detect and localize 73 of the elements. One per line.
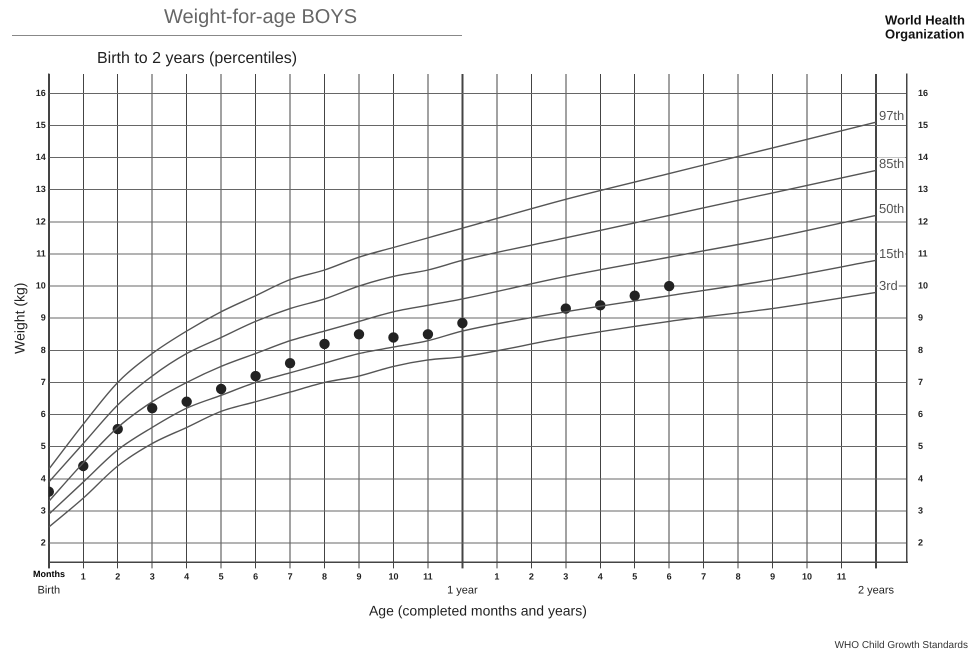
point bbox=[147, 402, 158, 414]
y2-tick-label: 10 bbox=[918, 280, 928, 291]
y-tick-label: 6 bbox=[40, 409, 46, 420]
point bbox=[388, 332, 399, 343]
y-tick-label: 12 bbox=[36, 216, 46, 226]
point bbox=[250, 370, 261, 382]
y-tick-label: 8 bbox=[40, 344, 46, 355]
y2-tick-label: 16 bbox=[918, 88, 928, 98]
x-axis-title: Age (completed months and years) bbox=[368, 602, 587, 618]
series-label: 3rd bbox=[878, 278, 898, 294]
line-series bbox=[48, 170, 877, 483]
text: 2 years bbox=[858, 584, 895, 596]
y2-tick-label: 12 bbox=[918, 216, 928, 226]
x-tick-label: 9 bbox=[356, 571, 362, 582]
y-axis-title: Weight (kg) bbox=[11, 282, 28, 354]
point bbox=[664, 280, 674, 292]
x-tick-label: 4 bbox=[184, 571, 190, 582]
y2-tick-label: 3 bbox=[918, 505, 924, 516]
text: WHO Child Growth Standards bbox=[834, 640, 968, 651]
y2-tick-label: 14 bbox=[918, 152, 928, 162]
text: Birth bbox=[38, 584, 60, 596]
y-tick-label: 15 bbox=[36, 120, 46, 130]
x-tick-label: 6 bbox=[253, 571, 258, 582]
y2-tick-label: 5 bbox=[918, 441, 924, 452]
y2-tick-label: 6 bbox=[918, 409, 924, 420]
point bbox=[457, 318, 468, 328]
x-tick-label: 7 bbox=[288, 571, 293, 582]
y2-tick-label: 7 bbox=[918, 376, 924, 387]
x-tick-label: 5 bbox=[218, 571, 224, 582]
x-tick-label: 3 bbox=[150, 571, 155, 582]
y-tick-label: 9 bbox=[40, 312, 46, 323]
point bbox=[181, 396, 192, 407]
point bbox=[354, 329, 364, 340]
y-tick-label: 7 bbox=[40, 376, 46, 387]
line-series bbox=[48, 214, 877, 502]
y-tick-label: 4 bbox=[40, 473, 46, 484]
text: World Health Organization bbox=[885, 12, 965, 42]
y2-tick-label: 11 bbox=[918, 248, 928, 258]
line-series bbox=[48, 292, 877, 528]
point bbox=[422, 329, 434, 340]
y2-tick-label: 9 bbox=[918, 312, 924, 323]
y-tick-label: 3 bbox=[40, 505, 46, 516]
y-tick-label: 11 bbox=[36, 248, 46, 258]
point bbox=[284, 358, 296, 368]
series-label: 50th bbox=[878, 200, 904, 216]
y2-tick-label: 15 bbox=[918, 120, 928, 130]
x-tick-label: 10 bbox=[388, 571, 398, 582]
y2-tick-label: 13 bbox=[918, 184, 928, 194]
series-label: 85th bbox=[878, 156, 904, 171]
point bbox=[216, 384, 226, 394]
y-tick-label: 10 bbox=[36, 280, 46, 291]
line-series bbox=[48, 122, 877, 470]
chart-subtitle: Birth to 2 years (percentiles) bbox=[97, 50, 298, 68]
series-label: 97th bbox=[878, 108, 904, 123]
y2-tick-label: 8 bbox=[918, 344, 924, 355]
y2-tick-label: 2 bbox=[918, 538, 924, 548]
text: Months bbox=[33, 568, 65, 579]
y-tick-label: 2 bbox=[40, 538, 46, 548]
line-series bbox=[48, 260, 877, 515]
point bbox=[319, 338, 330, 350]
x-tick-label: 8 bbox=[322, 571, 328, 582]
y-tick-label: 16 bbox=[36, 88, 46, 98]
x-tick-label: 11 bbox=[423, 571, 433, 582]
point bbox=[630, 290, 640, 301]
y-tick-label: 14 bbox=[36, 152, 46, 162]
series-label: 15th bbox=[878, 246, 904, 261]
text: 1 year bbox=[447, 584, 478, 596]
chart-title: Weight-for-age BOYS bbox=[12, 6, 462, 36]
y2-tick-label: 4 bbox=[918, 473, 924, 484]
y-tick-label: 5 bbox=[40, 441, 46, 452]
x-tick-label: 1 bbox=[80, 571, 86, 582]
y-tick-label: 13 bbox=[36, 184, 46, 194]
x-tick-label: 2 bbox=[115, 571, 120, 582]
